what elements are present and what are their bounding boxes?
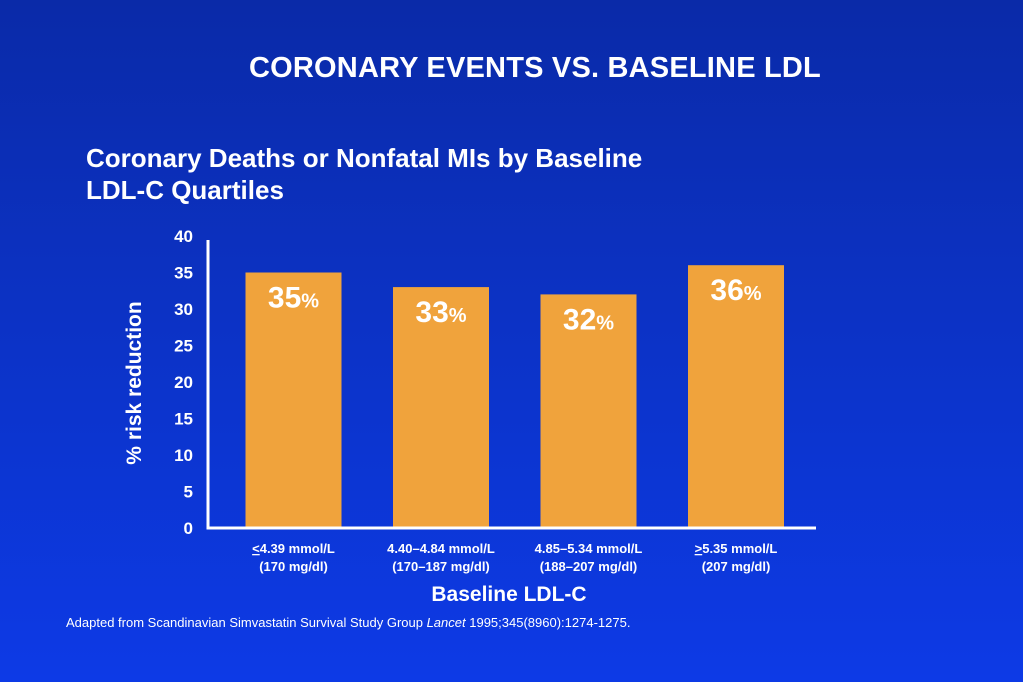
y-tick-label-25: 25 xyxy=(174,337,193,356)
y-tick-label-15: 15 xyxy=(174,410,193,429)
slide-title: CORONARY EVENTS VS. BASELINE LDL xyxy=(249,52,821,84)
y-tick-label-35: 35 xyxy=(174,264,193,283)
y-tick-label-0: 0 xyxy=(184,519,193,538)
chart-title-line-2: LDL-C Quartiles xyxy=(86,175,284,205)
data-label-3: 32% xyxy=(563,303,614,336)
bar-4 xyxy=(688,265,784,528)
bar-1 xyxy=(245,272,342,528)
data-label-2: 33% xyxy=(415,296,466,329)
footnote: Adapted from Scandinavian Simvastatin Su… xyxy=(66,615,630,630)
category-label-1-line-1: <4.39 mmol/L xyxy=(252,541,335,556)
y-tick-label-5: 5 xyxy=(184,483,193,502)
data-label-1: 35% xyxy=(268,282,319,315)
footnote-journal: Lancet xyxy=(426,615,466,630)
category-label-1-line-2: (170 mg/dl) xyxy=(259,559,328,574)
chart-title-line-1: Coronary Deaths or Nonfatal MIs by Basel… xyxy=(86,143,643,173)
y-tick-label-30: 30 xyxy=(174,300,193,319)
category-label-4-line-1: >5.35 mmol/L xyxy=(695,541,778,556)
category-label-3-line-2: (188–207 mg/dl) xyxy=(540,559,638,574)
chart-title: Coronary Deaths or Nonfatal MIs by Basel… xyxy=(86,142,786,206)
category-label-2-line-1: 4.40–4.84 mmol/L xyxy=(387,541,495,556)
y-tick-label-40: 40 xyxy=(174,227,193,246)
y-tick-label-20: 20 xyxy=(174,373,193,392)
category-label-4-line-2: (207 mg/dl) xyxy=(702,559,771,574)
x-axis-label: Baseline LDL-C xyxy=(431,583,586,606)
category-label-3-line-1: 4.85–5.34 mmol/L xyxy=(535,541,643,556)
footnote-text: Adapted from Scandinavian Simvastatin Su… xyxy=(66,615,427,630)
data-label-4: 36% xyxy=(710,274,761,307)
category-label-2-line-2: (170–187 mg/dl) xyxy=(392,559,490,574)
y-axis-label: % risk reduction xyxy=(123,301,146,464)
bar-3 xyxy=(540,294,637,528)
footnote-citation: 1995;345(8960):1274-1275. xyxy=(465,615,631,630)
bar-2 xyxy=(393,287,489,528)
y-tick-label-10: 10 xyxy=(174,446,193,465)
